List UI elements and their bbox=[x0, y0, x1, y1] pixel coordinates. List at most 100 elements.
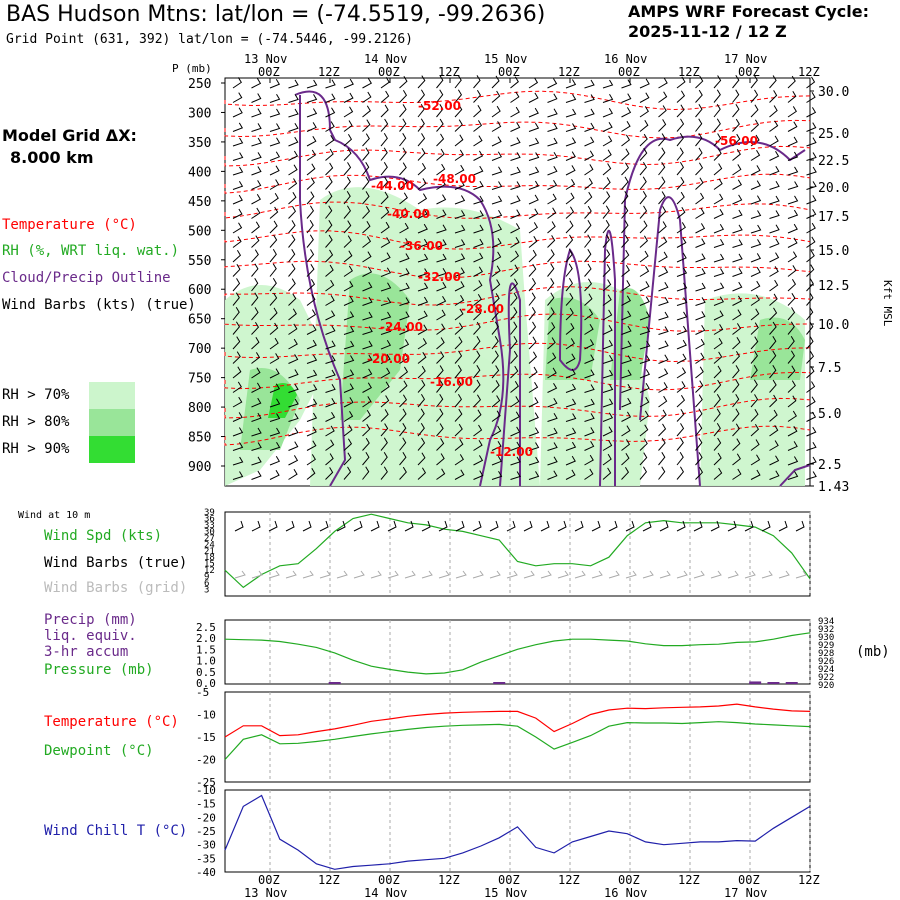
wind-barb bbox=[399, 422, 407, 437]
precip-liq-label: liq. equiv. bbox=[44, 628, 137, 644]
wind-barb bbox=[251, 263, 259, 277]
wind-barb bbox=[769, 394, 778, 408]
precip-tick-label: 2.5 bbox=[196, 621, 216, 634]
wind-barb bbox=[510, 264, 519, 277]
wind-barb bbox=[232, 222, 243, 234]
wind-barb bbox=[713, 178, 723, 190]
wind-barb bbox=[251, 352, 261, 364]
wind-barb bbox=[306, 177, 315, 190]
wind-barb bbox=[565, 151, 576, 161]
wind-barb bbox=[528, 208, 539, 219]
wind-barbs-grid-label: Wind Barbs (grid) bbox=[44, 580, 188, 596]
wind-barb bbox=[750, 180, 761, 190]
wind-barb bbox=[417, 238, 429, 248]
wind-barb bbox=[288, 178, 298, 190]
height-axis-unit: Kft MSL bbox=[881, 280, 894, 327]
wind-barb bbox=[436, 163, 446, 176]
wind-barb bbox=[251, 93, 262, 103]
wind-barb bbox=[362, 119, 371, 132]
wind-barb bbox=[417, 296, 429, 306]
height-tick-label: 20.0 bbox=[818, 181, 849, 196]
wind-barb bbox=[306, 440, 317, 451]
wind-barb bbox=[806, 264, 815, 277]
wind-barb bbox=[251, 337, 260, 350]
wind-barb bbox=[343, 438, 353, 451]
grid-wind-barb bbox=[523, 570, 535, 579]
wind-barb bbox=[528, 442, 540, 451]
wind-barb bbox=[288, 108, 299, 118]
wind-barb bbox=[565, 455, 576, 466]
wind-barb bbox=[454, 423, 463, 437]
wind-barb bbox=[399, 147, 407, 161]
wind-barb bbox=[584, 234, 592, 248]
wind-barb bbox=[621, 176, 629, 190]
wind-barb bbox=[473, 105, 482, 118]
wind-barb bbox=[510, 350, 518, 364]
wind-barb bbox=[732, 224, 743, 234]
wind-barb bbox=[399, 297, 410, 306]
wind-barb bbox=[473, 409, 482, 422]
wind-barb bbox=[473, 293, 482, 306]
wind-barb bbox=[806, 351, 815, 364]
wind-barb bbox=[269, 277, 277, 292]
wind-barb bbox=[417, 89, 426, 103]
height-tick-label: 10.0 bbox=[818, 318, 849, 333]
wind-barb bbox=[251, 108, 262, 118]
wind-barb bbox=[787, 223, 798, 234]
temperature-contour-label: -24.00 bbox=[380, 320, 423, 334]
wind-speed-tick-label: 36 bbox=[204, 514, 215, 524]
wind-barb bbox=[732, 468, 742, 480]
wind-barb bbox=[676, 408, 685, 422]
wind-barb bbox=[417, 351, 427, 364]
wind-barb bbox=[232, 442, 244, 451]
pressure-tick-label: 700 bbox=[188, 342, 211, 357]
pressure-series bbox=[224, 632, 811, 675]
height-tick-label: 1.43 bbox=[818, 480, 849, 495]
wind-barb bbox=[417, 208, 428, 219]
wind-barb bbox=[639, 355, 651, 364]
wind-barb bbox=[565, 469, 576, 480]
wind-barb bbox=[473, 266, 483, 277]
wind-barb bbox=[769, 321, 777, 335]
wind-barb bbox=[565, 441, 577, 451]
wind-barb bbox=[639, 190, 647, 205]
wind-barb bbox=[399, 192, 408, 205]
wind-barb bbox=[528, 235, 538, 248]
wind-barb bbox=[473, 280, 483, 292]
wind-barb bbox=[343, 78, 354, 89]
wind-barb bbox=[288, 94, 299, 103]
grid-wind-barb bbox=[608, 570, 620, 579]
wind-barb bbox=[306, 149, 316, 161]
wind-barb bbox=[454, 89, 463, 103]
wind-barb bbox=[288, 220, 296, 234]
surface-wind-barb bbox=[455, 520, 465, 532]
wind-barb bbox=[251, 180, 262, 190]
pressure-unit-label: (mb) bbox=[856, 644, 890, 660]
wind-barb bbox=[510, 411, 520, 422]
wind-barb bbox=[399, 132, 407, 147]
legend-rh80-label: RH > 80% bbox=[2, 414, 70, 430]
wind-barb bbox=[732, 267, 743, 277]
wind-speed-tick-label: 6 bbox=[204, 579, 209, 589]
wind-barb bbox=[806, 209, 817, 219]
wind-barb bbox=[584, 108, 595, 118]
windchill-tick-label: -20 bbox=[196, 811, 216, 824]
wind-barb bbox=[454, 134, 464, 147]
wind-barb bbox=[713, 467, 723, 480]
wind-barb bbox=[454, 239, 466, 248]
wind-barb bbox=[232, 236, 242, 248]
wind-barb bbox=[399, 76, 408, 89]
wind-barb bbox=[325, 148, 334, 161]
surface-wind-barb bbox=[523, 520, 533, 532]
wind-barb bbox=[325, 234, 333, 248]
wind-barb bbox=[306, 122, 317, 132]
wind-barb bbox=[399, 394, 408, 408]
wind-barb bbox=[769, 279, 779, 292]
wind-barb bbox=[343, 410, 354, 422]
wind-barb bbox=[417, 163, 427, 176]
temperature-contour bbox=[224, 313, 811, 332]
wind-barb bbox=[565, 263, 573, 277]
wind-barb bbox=[806, 441, 817, 451]
wind-barb bbox=[769, 166, 780, 176]
